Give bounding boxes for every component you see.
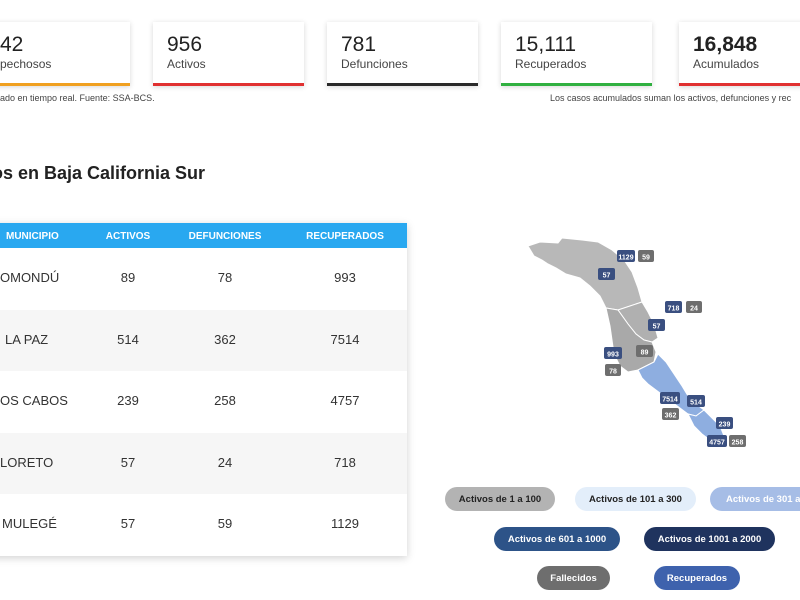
badge-loreto-active: 718 [665, 301, 682, 313]
svg-text:7514: 7514 [662, 397, 678, 404]
cell-municipio: OS CABOS [0, 393, 68, 409]
card-recuperados: 15,111 Recuperados [501, 22, 652, 86]
section-title: os en Baja California Sur [0, 163, 206, 183]
cell-activos: 89 [120, 270, 136, 285]
cell-municipio: MULEGÉ [2, 516, 57, 532]
legend-fallecidos[interactable]: Fallecidos [537, 566, 610, 590]
header-defunciones: DEFUNCIONES [188, 231, 262, 242]
legend-activos-601-1000[interactable]: Activos de 601 a 1000 [494, 527, 620, 551]
card-value: 42 [0, 33, 24, 56]
card-value: 15,111 [515, 33, 577, 56]
municipality-table: MUNICIPIO ACTIVOS DEFUNCIONES RECUPERADO… [0, 223, 407, 556]
cell-activos: 514 [117, 331, 139, 347]
badge-mulege-deaths: 59 [638, 250, 654, 262]
cell-defunciones: 24 [217, 454, 233, 470]
card-label: Defunciones [341, 57, 408, 71]
legend-activos-1-100[interactable]: Activos de 1 a 100 [445, 487, 555, 511]
accumulated-note: Los casos acumulados suman los activos, … [550, 93, 792, 103]
region-mulege [527, 237, 643, 311]
svg-text:24: 24 [690, 306, 698, 313]
legend-recuperados[interactable]: Recuperados [654, 566, 740, 590]
svg-text:362: 362 [665, 413, 677, 420]
svg-text:57: 57 [653, 324, 661, 331]
card-label: Recuperados [515, 57, 587, 71]
card-activos: 956 Activos [153, 22, 304, 86]
cell-municipio: OMONDÚ [0, 270, 60, 285]
card-value: 956 [167, 33, 203, 56]
cell-activos: 239 [117, 393, 139, 409]
cell-defunciones: 362 [214, 331, 236, 347]
badge-mulege-active: 1129 [617, 250, 635, 262]
badge-lapaz-active: 7514 [660, 392, 680, 404]
card-value: 781 [341, 33, 377, 56]
svg-text:89: 89 [641, 350, 649, 357]
svg-text:1129: 1129 [618, 255, 633, 262]
legend-activos-1001-2000[interactable]: Activos de 1001 a 2000 [644, 527, 775, 551]
cell-activos: 57 [120, 454, 136, 470]
cell-defunciones: 78 [217, 270, 233, 285]
table-header: MUNICIPIO ACTIVOS DEFUNCIONES RECUPERADO… [0, 223, 407, 248]
source-note: ado en tiempo real. Fuente: SSA-BCS. [0, 93, 155, 103]
badge-comondu-deaths: 78 [605, 364, 621, 376]
card-label: Acumulados [693, 57, 760, 71]
card-defunciones: 781 Defunciones [327, 22, 478, 86]
table-row: MULEGÉ 57 59 1129 [0, 494, 407, 556]
card-label: pechosos [0, 57, 52, 71]
svg-text:4757: 4757 [709, 440, 725, 447]
card-accent-bar [679, 83, 800, 86]
badge-loscabos-deaths: 258 [729, 435, 746, 447]
header-municipio: MUNICIPIO [6, 231, 59, 242]
card-accent-bar [501, 83, 652, 86]
badge-loscabos-active: 4757 [707, 435, 727, 447]
card-label: Activos [167, 57, 206, 71]
cell-activos: 57 [120, 516, 136, 532]
cell-defunciones: 258 [214, 393, 236, 409]
badge-comondu-active: 993 [604, 347, 622, 359]
cell-recuperados: 993 [334, 270, 356, 285]
table-row: OMONDÚ 89 78 993 [0, 248, 407, 310]
table-row: LORETO 57 24 718 [0, 432, 407, 495]
cell-defunciones: 59 [217, 516, 233, 532]
cell-municipio: LA PAZ [5, 331, 49, 347]
badge-comondu-mid: 89 [636, 345, 653, 357]
badge-mulege-west: 57 [598, 268, 615, 280]
svg-text:239: 239 [719, 422, 731, 429]
card-accent-bar [153, 83, 304, 86]
cell-recuperados: 1129 [331, 516, 359, 532]
svg-text:57: 57 [603, 273, 611, 280]
svg-text:78: 78 [609, 369, 617, 376]
badge-loreto-deaths: 24 [686, 301, 702, 313]
cell-municipio: LORETO [0, 454, 54, 470]
card-accent-bar [0, 83, 130, 86]
header-activos: ACTIVOS [105, 231, 151, 242]
card-acumulados: 16,848 Acumulados [679, 22, 800, 86]
cell-recuperados: 718 [334, 454, 356, 470]
card-sospechosos: 42 pechosos [0, 22, 130, 86]
cell-recuperados: 7514 [330, 331, 360, 347]
badge-loscabos-mid: 239 [716, 417, 733, 429]
svg-text:258: 258 [732, 440, 744, 447]
table-row: LA PAZ 514 362 7514 [0, 309, 407, 372]
bcs-map: 1129 59 57 718 24 57 993 78 89 7514 362 … [527, 237, 746, 447]
svg-text:718: 718 [668, 306, 680, 313]
card-accent-bar [327, 83, 478, 86]
badge-lapaz-mid: 514 [687, 395, 705, 407]
svg-text:993: 993 [607, 352, 619, 359]
cell-recuperados: 4757 [330, 393, 360, 409]
legend-activos-301-600[interactable]: Activos de 301 a 600 [710, 487, 800, 511]
svg-text:514: 514 [690, 400, 702, 407]
legend-activos-101-300[interactable]: Activos de 101 a 300 [575, 487, 696, 511]
svg-text:59: 59 [642, 255, 650, 262]
card-value: 16,848 [693, 33, 758, 56]
table-row: OS CABOS 239 258 4757 [0, 371, 407, 433]
header-recuperados: RECUPERADOS [306, 231, 384, 242]
badge-loreto-mid: 57 [648, 319, 665, 331]
badge-lapaz-deaths: 362 [662, 408, 679, 420]
